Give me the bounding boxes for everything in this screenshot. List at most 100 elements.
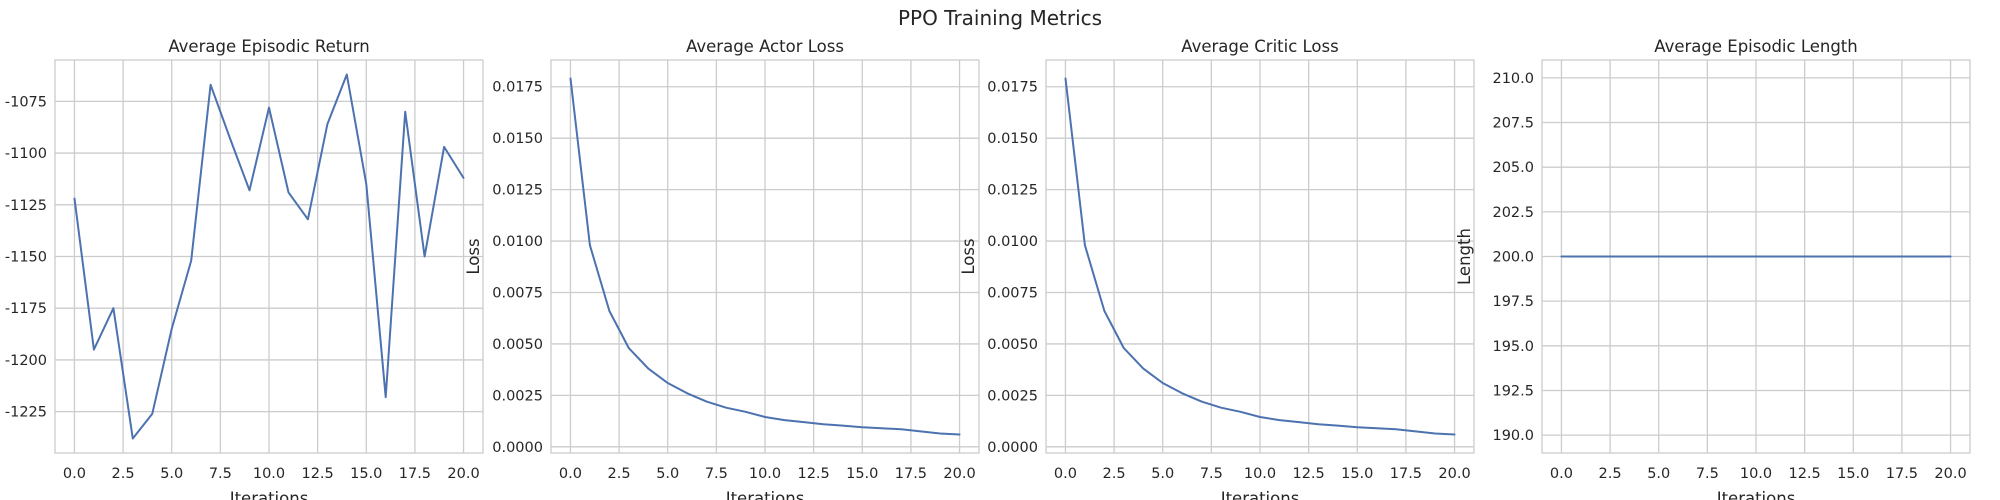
data-point	[189, 259, 193, 263]
x-axis-label: Iterations	[726, 489, 805, 500]
y-tick-label: 190.0	[1492, 428, 1534, 444]
data-point	[782, 418, 786, 422]
x-tick-label: 5.0	[1151, 466, 1174, 482]
y-tick-label: 0.0125	[987, 183, 1038, 199]
data-point	[802, 420, 806, 424]
chart-panel-2: 0.0 2.5 5.0 7.5 10.0 12.5 15.0 17.5 20.0 0.0000 0.…	[464, 37, 980, 500]
data-point	[1102, 309, 1106, 313]
data-point	[763, 415, 767, 419]
x-tick-label: 7.5	[1200, 466, 1223, 482]
y-tick-label: -1150	[5, 250, 47, 266]
data-point	[919, 429, 923, 433]
data-point	[150, 412, 154, 416]
x-tick-label: 12.5	[797, 466, 829, 482]
data-point	[1277, 418, 1281, 422]
data-point	[841, 424, 845, 428]
chart-title: Average Episodic Length	[1654, 37, 1857, 56]
data-point	[1676, 255, 1680, 259]
y-tick-label: 0.0075	[492, 286, 543, 302]
data-point	[1832, 255, 1836, 259]
data-point	[1637, 255, 1641, 259]
y-axis-label: Length	[1455, 228, 1474, 285]
series-line	[73, 73, 465, 440]
data-point	[938, 431, 942, 435]
x-axis-label: Iterations	[1717, 489, 1796, 500]
data-point	[1200, 400, 1204, 404]
data-point	[1122, 346, 1126, 350]
x-tick-label: 5.0	[160, 466, 183, 482]
x-tick-label: 10.0	[749, 466, 781, 482]
x-tick-label: 5.0	[1647, 466, 1670, 482]
data-point	[1161, 381, 1165, 385]
data-point	[1579, 255, 1583, 259]
data-point	[1433, 431, 1437, 435]
x-tick-label: 20.0	[447, 466, 479, 482]
data-point	[345, 72, 349, 76]
y-tick-label: 0.0150	[987, 131, 1038, 147]
data-point	[1355, 425, 1359, 429]
data-point	[1375, 426, 1379, 430]
x-tick-label: 15.0	[1341, 466, 1373, 482]
plot-frame	[1045, 59, 1475, 454]
y-tick-label: 197.5	[1492, 294, 1534, 310]
data-point	[1696, 255, 1700, 259]
y-tick-label: -1200	[5, 353, 47, 369]
x-tick-label: 10.0	[1740, 466, 1772, 482]
x-tick-label: 15.0	[350, 466, 382, 482]
data-point	[1773, 255, 1777, 259]
data-point	[306, 217, 310, 221]
data-point	[607, 309, 611, 313]
data-point	[1141, 367, 1145, 371]
data-point	[1715, 255, 1719, 259]
data-point	[286, 190, 290, 194]
data-point	[1657, 255, 1661, 259]
y-axis-label: Loss	[464, 238, 483, 274]
data-point	[1559, 255, 1563, 259]
data-point	[1414, 429, 1418, 433]
data-point	[267, 106, 271, 110]
chart-panel-4: 0.0 2.5 5.0 7.5 10.0 12.5 15.0 17.5 20.0 190.0 192…	[1455, 37, 1971, 500]
y-tick-label: 210.0	[1492, 71, 1534, 87]
x-tick-label: 20.0	[1438, 466, 1470, 482]
data-point	[1910, 255, 1914, 259]
y-tick-label: 0.0125	[492, 183, 543, 199]
x-tick-label: 0.0	[1550, 466, 1573, 482]
data-point	[1929, 255, 1933, 259]
x-axis-label: Iterations	[1221, 489, 1300, 500]
data-point	[462, 176, 466, 180]
y-tick-label: 195.0	[1492, 339, 1534, 355]
series-line	[1064, 77, 1456, 436]
data-point	[248, 188, 252, 192]
data-point	[72, 197, 76, 201]
data-point	[1336, 424, 1340, 428]
x-tick-label: 0.0	[1054, 466, 1077, 482]
y-tick-label: 200.0	[1492, 250, 1534, 266]
y-tick-label: 0.0000	[492, 440, 543, 456]
data-point	[1063, 77, 1067, 81]
data-point	[1316, 422, 1320, 426]
chart-title: Average Episodic Return	[168, 37, 369, 56]
plot-frame	[1541, 59, 1971, 454]
y-tick-label: 0.0175	[987, 80, 1038, 96]
data-point	[646, 367, 650, 371]
x-tick-label: 17.5	[1390, 466, 1422, 482]
plot-frame	[54, 59, 484, 454]
data-point	[1453, 432, 1457, 436]
data-point	[111, 306, 115, 310]
y-tick-label: -1075	[5, 94, 47, 110]
x-tick-label: 5.0	[656, 466, 679, 482]
data-point	[228, 137, 232, 141]
chart-title: Average Actor Loss	[686, 37, 844, 56]
x-tick-label: 2.5	[1103, 466, 1126, 482]
data-point	[666, 381, 670, 385]
data-point	[1083, 243, 1087, 247]
data-point	[1871, 255, 1875, 259]
x-tick-label: 7.5	[209, 466, 232, 482]
x-tick-label: 0.0	[63, 466, 86, 482]
x-tick-label: 2.5	[112, 466, 135, 482]
data-point	[705, 400, 709, 404]
y-tick-label: 0.0025	[987, 388, 1038, 404]
data-point	[1239, 410, 1243, 414]
data-point	[899, 427, 903, 431]
